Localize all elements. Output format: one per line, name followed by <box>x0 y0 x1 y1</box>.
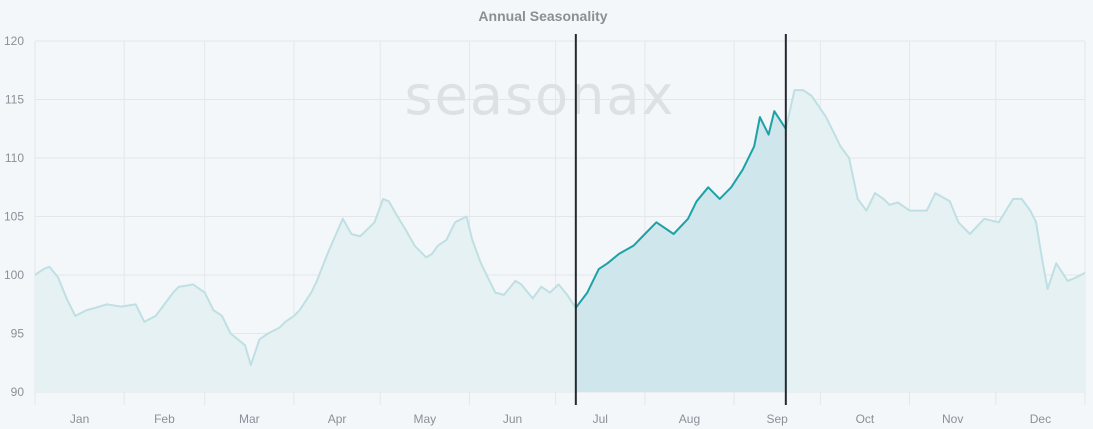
x-tick-label: Mar <box>239 412 260 426</box>
x-tick-label: Feb <box>154 412 175 426</box>
y-tick-label: 95 <box>11 327 25 341</box>
x-tick-label: Nov <box>942 412 963 426</box>
x-tick-label: Oct <box>856 412 875 426</box>
seasonality-line <box>34 89 1086 367</box>
x-tick-label: Aug <box>679 412 700 426</box>
highlight-line <box>575 110 787 309</box>
y-tick-label: 90 <box>11 385 25 399</box>
y-tick-label: 110 <box>5 151 24 165</box>
line-layer <box>34 89 1086 367</box>
x-tick-label: Jun <box>503 412 522 426</box>
x-axis: Jan Feb Mar Apr May Jun Jul Aug Sep Oct Nov Dec <box>70 412 1051 426</box>
x-tick-label: May <box>413 412 436 426</box>
y-tick-label: 100 <box>4 268 24 282</box>
x-tick-label: Jul <box>593 412 608 426</box>
y-tick-label: 120 <box>4 34 24 48</box>
x-tick-label: Apr <box>328 412 347 426</box>
y-axis: 90 95 100 105 110 115 120 <box>4 34 24 399</box>
chart-title: Annual Seasonality <box>478 8 607 24</box>
area-fill <box>35 90 1085 392</box>
x-tick-label: Sep <box>767 412 789 426</box>
y-tick-label: 115 <box>5 93 24 107</box>
area-layer <box>35 90 1085 392</box>
x-tick-label: Dec <box>1030 412 1051 426</box>
x-tick-label: Jan <box>70 412 89 426</box>
highlight-area <box>575 111 786 392</box>
marker-layer <box>574 34 787 405</box>
y-tick-label: 105 <box>4 210 24 224</box>
watermark-logo: seasonax <box>405 64 676 127</box>
